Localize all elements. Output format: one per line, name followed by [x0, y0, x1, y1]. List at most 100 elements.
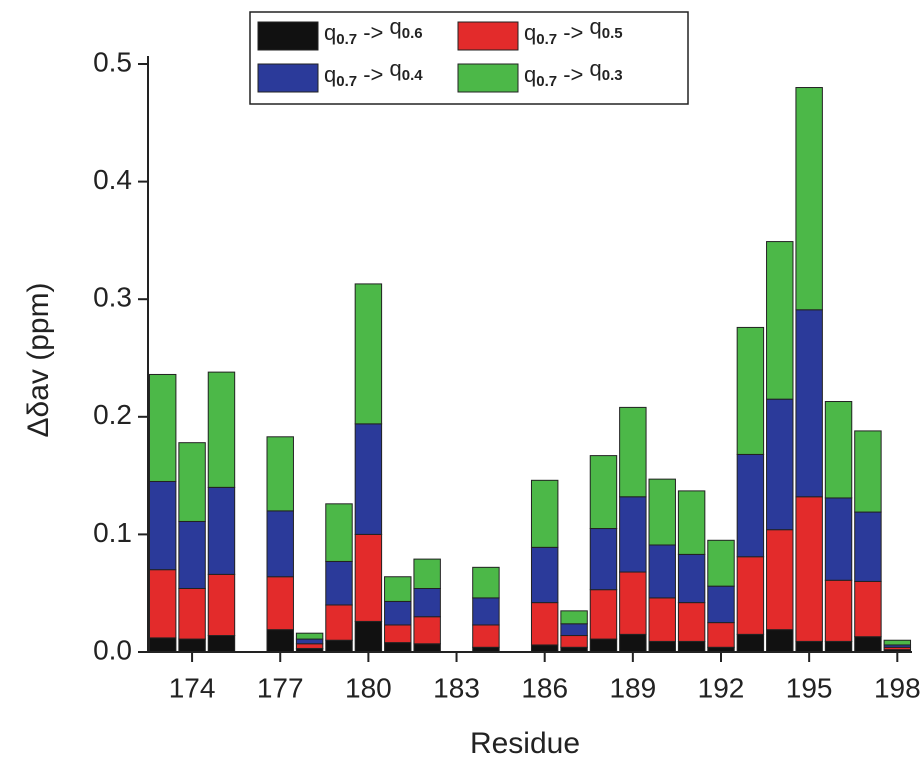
bar-segment [795, 496, 823, 642]
bar-segment [384, 576, 412, 602]
bar-segment [207, 573, 236, 637]
bar-segment [266, 629, 294, 653]
bar-segment [589, 528, 618, 591]
bar-segment [824, 579, 853, 642]
bar-segment [266, 576, 294, 631]
y-tick-label: 0.5 [93, 46, 132, 77]
bar-segment [619, 496, 647, 573]
bar-segment [354, 283, 383, 425]
x-tick-label: 198 [874, 672, 921, 703]
legend-label: q0.7 -> q0.4 [324, 56, 423, 90]
bar-segment [472, 597, 500, 626]
bar-segment [677, 640, 706, 653]
bar-segment [325, 604, 353, 641]
bar-segment [560, 635, 588, 648]
bar-segment [207, 635, 236, 653]
x-tick-label: 177 [257, 672, 304, 703]
bar-segment [619, 571, 647, 635]
bar-segment [472, 624, 500, 648]
bar-segment [619, 406, 647, 498]
bar-segment [766, 529, 794, 631]
bar-segment [413, 643, 441, 653]
bar-segment [677, 553, 706, 604]
bar-segment [766, 629, 794, 653]
bar-segment [530, 546, 559, 604]
bar-segment [148, 569, 177, 639]
x-tick-label: 174 [169, 672, 216, 703]
y-tick-label: 0.1 [93, 517, 132, 548]
bar-segment [530, 644, 559, 653]
bar-segment [736, 453, 765, 558]
bar-segment [178, 520, 206, 589]
bar-segment [854, 511, 882, 582]
legend-label: q0.7 -> q0.3 [524, 56, 623, 90]
bar-segment [854, 636, 882, 653]
y-tick-label: 0.0 [93, 634, 132, 665]
bar-segment [824, 401, 853, 499]
bar-segment [648, 478, 676, 546]
x-tick-label: 189 [609, 672, 656, 703]
bar-segment [795, 309, 823, 498]
bar-segment [795, 640, 823, 653]
bar-segment [766, 241, 794, 400]
x-tick-label: 195 [786, 672, 833, 703]
bar-segment [148, 637, 177, 653]
legend-swatch [457, 21, 519, 51]
bar-segment [677, 602, 706, 642]
y-tick-label: 0.3 [93, 282, 132, 313]
bar-segment [325, 503, 353, 562]
bar-segment [266, 510, 294, 578]
bar-segment [883, 639, 912, 646]
bar-segment [178, 442, 206, 522]
bar-segment [736, 633, 765, 653]
y-tick-label: 0.2 [93, 399, 132, 430]
bar-segment [854, 580, 882, 638]
legend-swatch [257, 63, 319, 93]
bar-segment [178, 587, 206, 640]
bar-segment [589, 455, 618, 530]
bar-segment [736, 556, 765, 635]
bar-segment [824, 640, 853, 653]
bar-segment [325, 560, 353, 606]
bar-segment [178, 638, 206, 653]
y-axis-title: Δδav (ppm) [22, 282, 55, 437]
bar-segment [707, 622, 735, 648]
bar-segment [707, 585, 735, 624]
legend-label: q0.7 -> q0.6 [324, 14, 423, 48]
bar-segment [148, 480, 177, 571]
bar-segment [648, 544, 676, 599]
bar-segment [384, 642, 412, 653]
bar-segment [589, 589, 618, 640]
x-axis-title: Residue [470, 727, 580, 760]
bar-segment [384, 600, 412, 626]
bar-segment [207, 371, 236, 488]
bar-segment [824, 497, 853, 581]
x-tick-label: 192 [698, 672, 745, 703]
bar-segment [413, 587, 441, 618]
bar-segment [295, 643, 324, 649]
bar-segment [589, 638, 618, 653]
bar-segment [736, 326, 765, 455]
x-tick-label: 180 [345, 672, 392, 703]
legend-swatch [457, 63, 519, 93]
bar-segment [854, 430, 882, 513]
bar-segment [560, 623, 588, 637]
legend-swatch [257, 21, 319, 51]
bar-segment [354, 423, 383, 535]
bar-segment [148, 373, 177, 482]
bar-segment [530, 479, 559, 548]
bar-segment [766, 398, 794, 531]
bar-segment [266, 436, 294, 512]
bar-segment [207, 486, 236, 575]
y-tick-label: 0.4 [93, 164, 132, 195]
bar-segment [530, 602, 559, 646]
bar-segment [648, 640, 676, 653]
bar-segment [472, 566, 500, 599]
bar-segment [384, 624, 412, 644]
bar-segment [413, 558, 441, 589]
bar-segment [354, 533, 383, 622]
x-tick-label: 186 [521, 672, 568, 703]
bar-segment [619, 633, 647, 653]
bar-segment [295, 632, 324, 640]
